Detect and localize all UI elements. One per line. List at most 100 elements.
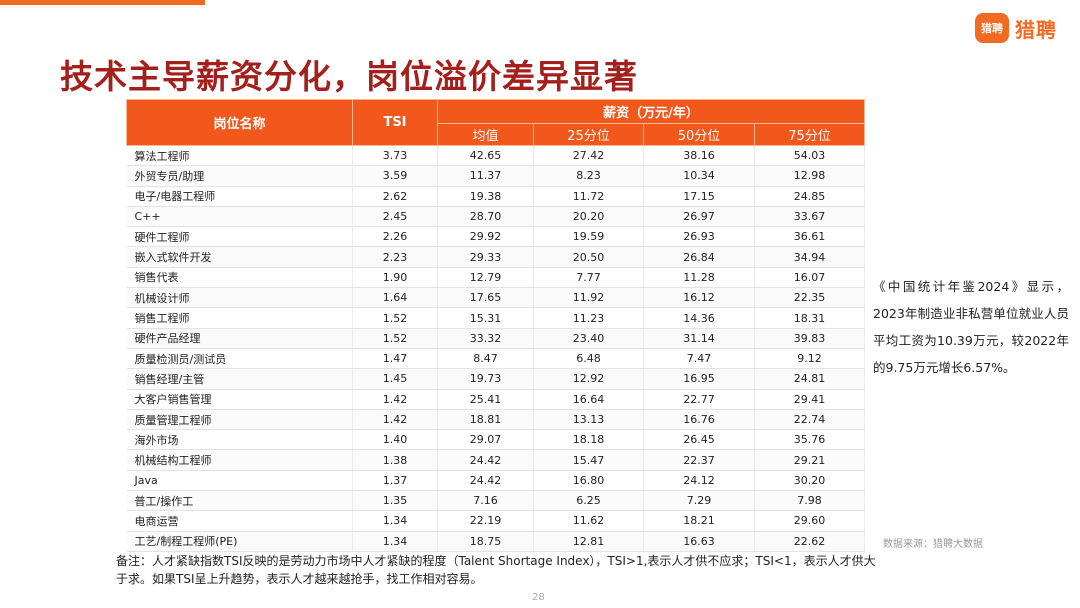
cell-mean: 17.65 [437, 287, 534, 309]
cell-tsi: 2.45 [352, 206, 438, 228]
cell-position-name: 销售代表 [126, 267, 353, 289]
brand-logo: 猎聘 猎聘 [975, 12, 1057, 44]
cell-p25: 16.80 [533, 470, 644, 492]
table-row: C++ 2.45 28.70 20.20 26.97 33.67 [126, 206, 865, 228]
logo-icon: 猎聘 [975, 13, 1009, 43]
cell-tsi: 1.34 [352, 531, 438, 552]
cell-position-name: 普工/操作工 [126, 490, 353, 512]
cell-position-name: 质量检测员/测试员 [126, 348, 353, 370]
cell-tsi: 2.62 [352, 186, 438, 207]
cell-p75: 9.12 [754, 348, 865, 370]
table-row: 海外市场 1.40 29.07 18.18 26.45 35.76 [126, 429, 865, 451]
cell-p75: 22.62 [754, 531, 865, 552]
table-row: 硬件产品经理 1.52 33.32 23.40 31.14 39.83 [126, 328, 865, 349]
cell-p25: 12.81 [533, 531, 644, 552]
cell-mean: 29.07 [437, 429, 534, 451]
cell-position-name: 销售经理/主管 [126, 368, 353, 390]
cell-p25: 6.25 [533, 490, 644, 512]
table-row: 工艺/制程工程师(PE) 1.34 18.75 12.81 16.63 22.62 [126, 531, 865, 552]
cell-p50: 26.93 [643, 226, 755, 248]
cell-mean: 8.47 [437, 348, 534, 370]
cell-tsi: 1.45 [352, 368, 438, 390]
cell-p25: 13.13 [533, 409, 644, 431]
cell-p50: 26.45 [643, 429, 755, 451]
table-row: 嵌入式软件开发 2.23 29.33 20.50 26.84 34.94 [126, 246, 865, 268]
table-row: 销售经理/主管 1.45 19.73 12.92 16.95 24.81 [126, 368, 865, 390]
cell-p50: 17.15 [643, 186, 755, 207]
cell-mean: 12.79 [437, 267, 534, 289]
accent-stripe [0, 0, 205, 5]
cell-p25: 8.23 [533, 165, 644, 187]
footnote: 备注：人才紧缺指数TSI反映的是劳动力市场中人才紧缺的程度（Talent Sho… [116, 554, 876, 586]
salary-table: 岗位名称 TSI 薪资（万元/年） 均值 25分位 50分位 75分位 算法工程… [126, 99, 865, 552]
cell-p25: 20.50 [533, 246, 644, 268]
cell-p75: 16.07 [754, 267, 865, 289]
cell-position-name: 机械结构工程师 [126, 449, 353, 471]
cell-position-name: 质量管理工程师 [126, 409, 353, 431]
cell-p75: 29.41 [754, 389, 865, 410]
cell-mean: 19.38 [437, 186, 534, 207]
cell-mean: 24.42 [437, 449, 534, 471]
cell-p25: 6.48 [533, 348, 644, 370]
cell-tsi: 1.42 [352, 409, 438, 431]
cell-p75: 29.60 [754, 510, 865, 532]
header-p50: 50分位 [643, 123, 755, 146]
cell-p25: 12.92 [533, 368, 644, 390]
cell-tsi: 1.37 [352, 470, 438, 492]
cell-tsi: 3.73 [352, 145, 438, 167]
cell-position-name: 算法工程师 [126, 145, 353, 167]
cell-position-name: 电商运营 [126, 510, 353, 532]
cell-tsi: 1.52 [352, 328, 438, 349]
page-number: 28 [532, 592, 545, 603]
cell-mean: 29.92 [437, 226, 534, 248]
cell-p50: 11.28 [643, 267, 755, 289]
cell-p50: 16.76 [643, 409, 755, 431]
cell-position-name: 销售工程师 [126, 307, 353, 329]
top-accent-bar [0, 0, 1080, 10]
cell-p25: 16.64 [533, 389, 644, 410]
cell-tsi: 1.34 [352, 510, 438, 532]
cell-position-name: C++ [126, 206, 353, 228]
table-row: 机械结构工程师 1.38 24.42 15.47 22.37 29.21 [126, 449, 865, 471]
cell-position-name: 外贸专员/助理 [126, 165, 353, 187]
table-row: 质量管理工程师 1.42 18.81 13.13 16.76 22.74 [126, 409, 865, 431]
header-tsi: TSI [352, 99, 438, 146]
cell-position-name: 硬件工程师 [126, 226, 353, 248]
cell-tsi: 1.52 [352, 307, 438, 329]
table-row: 电商运营 1.34 22.19 11.62 18.21 29.60 [126, 510, 865, 532]
cell-tsi: 2.26 [352, 226, 438, 248]
cell-p25: 7.77 [533, 267, 644, 289]
cell-p75: 34.94 [754, 246, 865, 268]
cell-mean: 7.16 [437, 490, 534, 512]
cell-p50: 38.16 [643, 145, 755, 167]
cell-mean: 42.65 [437, 145, 534, 167]
cell-p75: 22.35 [754, 287, 865, 309]
header-p25: 25分位 [533, 123, 644, 146]
cell-position-name: 大客户销售管理 [126, 389, 353, 410]
cell-p50: 16.12 [643, 287, 755, 309]
table-row: 机械设计师 1.64 17.65 11.92 16.12 22.35 [126, 287, 865, 309]
cell-p50: 18.21 [643, 510, 755, 532]
cell-p75: 54.03 [754, 145, 865, 167]
table-row: 硬件工程师 2.26 29.92 19.59 26.93 36.61 [126, 226, 865, 248]
table-row: 质量检测员/测试员 1.47 8.47 6.48 7.47 9.12 [126, 348, 865, 370]
cell-mean: 19.73 [437, 368, 534, 390]
cell-p50: 16.63 [643, 531, 755, 552]
table-row: 销售代表 1.90 12.79 7.77 11.28 16.07 [126, 267, 865, 289]
cell-mean: 15.31 [437, 307, 534, 329]
cell-p25: 20.20 [533, 206, 644, 228]
cell-mean: 25.41 [437, 389, 534, 410]
table-row: Java 1.37 24.42 16.80 24.12 30.20 [126, 470, 865, 492]
cell-p25: 11.23 [533, 307, 644, 329]
cell-p75: 36.61 [754, 226, 865, 248]
cell-tsi: 1.90 [352, 267, 438, 289]
cell-position-name: 电子/电器工程师 [126, 186, 353, 207]
cell-mean: 33.32 [437, 328, 534, 349]
cell-mean: 29.33 [437, 246, 534, 268]
cell-mean: 18.75 [437, 531, 534, 552]
cell-p50: 24.12 [643, 470, 755, 492]
cell-p25: 11.92 [533, 287, 644, 309]
cell-p75: 30.20 [754, 470, 865, 492]
table-row: 普工/操作工 1.35 7.16 6.25 7.29 7.98 [126, 490, 865, 512]
table-row: 销售工程师 1.52 15.31 11.23 14.36 18.31 [126, 307, 865, 329]
